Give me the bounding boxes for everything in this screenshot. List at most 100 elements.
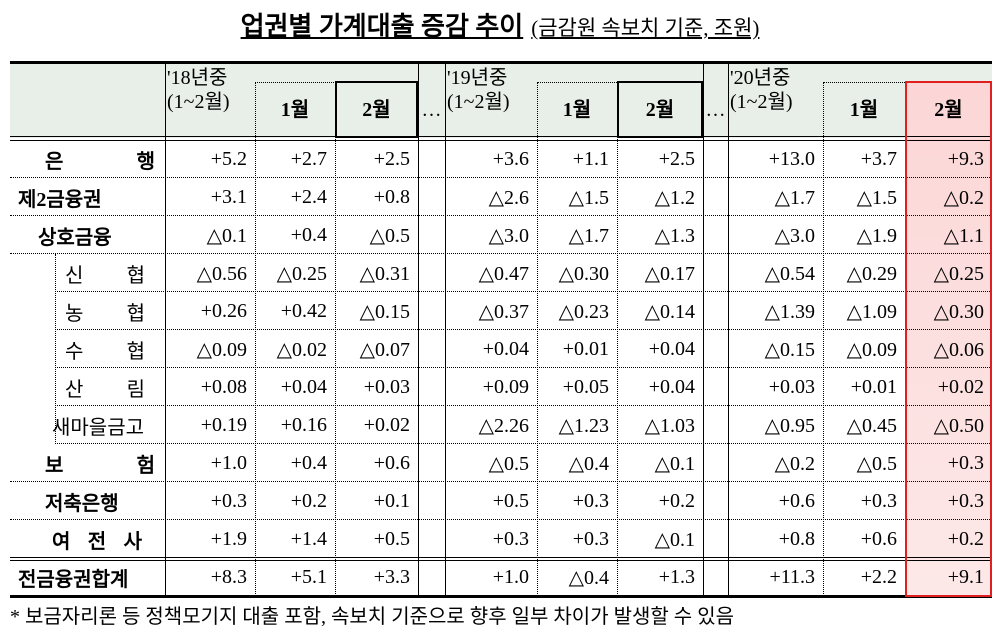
value-cell: △1.7 — [568, 224, 609, 247]
sub-line — [55, 254, 56, 444]
value-cell: +3.7 — [860, 147, 897, 170]
value-cell: △1.2 — [654, 186, 695, 209]
value-cell: +9.1 — [947, 565, 984, 588]
row-label: 전금융권합계 — [18, 568, 129, 591]
col-line — [703, 62, 704, 596]
value-cell: △0.25 — [933, 262, 984, 285]
value-cell: +0.08 — [200, 375, 247, 398]
value-cell: +3.3 — [373, 565, 410, 588]
col-line — [418, 62, 419, 596]
value-cell: △0.09 — [846, 338, 897, 361]
value-cell: +3.6 — [492, 147, 529, 170]
value-cell: △0.1 — [654, 528, 695, 551]
value-cell: △0.29 — [846, 262, 897, 285]
month-box — [617, 81, 703, 138]
col-line — [255, 82, 256, 596]
value-cell: +0.6 — [778, 489, 815, 512]
value-cell: △0.2 — [943, 186, 984, 209]
value-cell: △0.4 — [568, 566, 609, 589]
value-cell: +0.8 — [373, 185, 410, 208]
row-line — [10, 215, 992, 216]
value-cell: +0.04 — [648, 375, 695, 398]
month-header: 1월 — [280, 99, 310, 121]
col-line — [617, 82, 618, 596]
value-cell: △0.15 — [359, 300, 410, 323]
value-cell: +0.3 — [947, 451, 984, 474]
month-header: 1월 — [562, 99, 592, 121]
gap-marker: … — [421, 99, 442, 121]
value-cell: △1.1 — [943, 224, 984, 247]
value-cell: △0.37 — [478, 300, 529, 323]
row-label: 저축은행 — [45, 492, 119, 515]
value-cell: △0.25 — [276, 262, 327, 285]
value-cell: +0.05 — [562, 375, 609, 398]
value-cell: △0.5 — [369, 224, 410, 247]
row-line — [10, 519, 992, 520]
value-cell: △1.09 — [846, 300, 897, 323]
footnote: * 보금자리론 등 정책모기지 대출 포함, 속보치 기준으로 향후 일부 차이… — [10, 606, 734, 628]
highlight-box — [905, 81, 992, 597]
value-cell: +11.3 — [769, 565, 815, 588]
top-border — [10, 61, 992, 64]
value-cell: +0.3 — [572, 489, 609, 512]
value-cell: +2.5 — [658, 147, 695, 170]
row-line — [10, 177, 992, 178]
value-cell: △2.6 — [488, 186, 529, 209]
value-cell: △0.5 — [488, 452, 529, 475]
value-cell: +0.09 — [482, 375, 529, 398]
value-cell: +0.5 — [373, 527, 410, 550]
value-cell: +0.5 — [492, 489, 529, 512]
value-cell: +1.4 — [290, 527, 327, 550]
value-cell: +1.9 — [210, 527, 247, 550]
value-cell: +0.6 — [373, 451, 410, 474]
value-cell: +0.8 — [778, 527, 815, 550]
highlight-col — [905, 82, 992, 596]
month-header: 1월 — [849, 99, 879, 121]
value-cell: △0.06 — [933, 338, 984, 361]
value-cell: △0.47 — [478, 262, 529, 285]
value-cell: +2.7 — [290, 147, 327, 170]
value-cell: +0.1 — [373, 489, 410, 512]
row-line — [55, 367, 992, 368]
value-cell: +1.0 — [210, 451, 247, 474]
value-cell: △3.0 — [774, 224, 815, 247]
value-cell: +1.3 — [658, 565, 695, 588]
col-line — [537, 82, 538, 596]
month-header: 2월 — [362, 99, 391, 121]
col-line — [335, 82, 336, 596]
value-cell: +13.0 — [768, 147, 815, 170]
col-line — [823, 82, 824, 596]
value-cell: △1.9 — [856, 224, 897, 247]
bottom-border — [10, 595, 992, 598]
value-cell: +5.2 — [210, 147, 247, 170]
value-cell: △0.07 — [359, 338, 410, 361]
value-cell: +8.3 — [210, 565, 247, 588]
value-cell: +9.3 — [947, 147, 984, 170]
header-double — [10, 136, 992, 141]
value-cell: △0.30 — [558, 262, 609, 285]
value-cell: △0.56 — [196, 262, 247, 285]
gap-marker: … — [705, 99, 726, 121]
value-cell: △0.09 — [196, 338, 247, 361]
value-cell: △0.5 — [856, 452, 897, 475]
value-cell: +0.2 — [658, 489, 695, 512]
period-header: '18년중 (1~2월) — [167, 67, 230, 113]
value-cell: △0.1 — [206, 224, 247, 247]
value-cell: △0.95 — [764, 414, 815, 437]
value-cell: +0.03 — [363, 375, 410, 398]
row-label: 상호금융 — [38, 226, 112, 249]
row-line — [10, 557, 992, 561]
value-cell: △1.5 — [856, 186, 897, 209]
value-cell: △0.02 — [276, 338, 327, 361]
value-cell: +0.2 — [947, 527, 984, 550]
value-cell: △0.1 — [654, 452, 695, 475]
month-header: 2월 — [934, 99, 963, 121]
row-label: 제2금융권 — [18, 188, 102, 211]
value-cell: △0.2 — [774, 452, 815, 475]
